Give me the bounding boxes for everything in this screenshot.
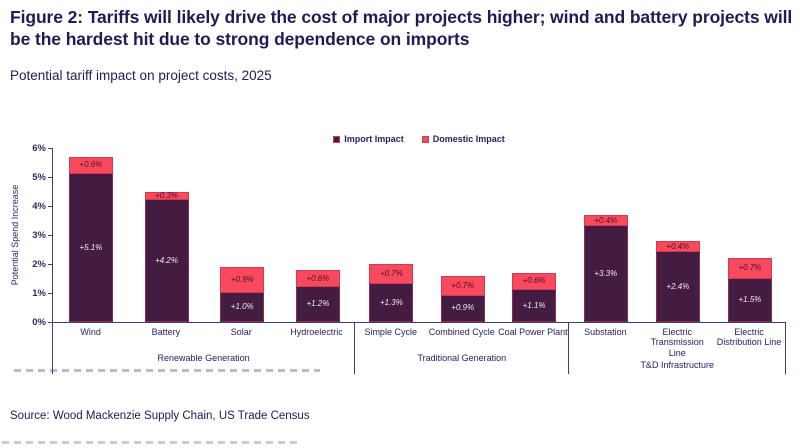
y-tick-label: 6% [32, 143, 46, 154]
y-tick-label: 1% [32, 288, 46, 299]
bar-column: +0.6% +1.1% [498, 148, 569, 322]
stacked-bar: +0.6% +5.1% [68, 156, 113, 322]
import-impact-segment: +1.0% [220, 293, 265, 322]
clipped-ghost-text-line [2, 441, 302, 444]
y-tick-label: 2% [32, 259, 46, 270]
y-tick-mark [48, 177, 52, 178]
bar-column: +0.6% +5.1% [53, 148, 129, 322]
figure-subtitle: Potential tariff impact on project costs… [10, 68, 272, 83]
domestic-impact-segment: +0.9% [220, 266, 265, 293]
stacked-bar: +0.7% +0.9% [440, 275, 485, 322]
category-label: Substation [584, 327, 627, 337]
domestic-impact-segment: +0.6% [512, 272, 557, 291]
stacked-bar: +0.4% +2.4% [655, 240, 700, 322]
import-impact-segment: +1.1% [512, 290, 557, 322]
import-impact-swatch-icon [333, 135, 341, 143]
bar-chart: Import Impact Domestic Impact Potential S… [0, 130, 800, 375]
category-label-row: Substation Electric Transmission Line Elec… [569, 323, 785, 358]
chart-legend: Import Impact Domestic Impact [52, 134, 786, 144]
legend-label: Import Impact [344, 134, 404, 144]
bar-column: +0.7% +1.3% [356, 148, 427, 322]
figure-title: Figure 2: Tariffs will likely drive the … [10, 7, 793, 50]
import-impact-segment: +5.1% [68, 174, 113, 322]
bar-group: +0.4% +3.3% +0.4% +2.4% +0.7% +1.5% [570, 148, 786, 322]
group-label: T&D Infrastructure [640, 360, 714, 371]
domestic-impact-swatch-icon [421, 135, 429, 143]
category-label-row: Simple Cycle Combined Cycle Coal Power Pla… [355, 323, 568, 351]
x-axis-group: Substation Electric Transmission Line Elec… [569, 323, 786, 375]
stacked-bar: +0.3% +4.2% [144, 191, 189, 322]
import-impact-segment: +1.2% [295, 287, 340, 322]
category-label: Simple Cycle [364, 327, 417, 337]
x-axis: Wind Battery Solar Hydroelectric Renewable G… [52, 322, 786, 375]
y-tick-label: 4% [32, 201, 46, 212]
domestic-impact-segment: +0.7% [440, 275, 485, 296]
category-label: Combined Cycle [428, 327, 495, 337]
clipped-ghost-text-line [14, 369, 320, 372]
category-label: Coal Power Plant [498, 327, 568, 337]
y-tick-mark [48, 235, 52, 236]
domestic-impact-segment: +0.6% [68, 156, 113, 175]
y-axis-title: Potential Spend Increase [10, 184, 20, 286]
stacked-bar: +0.7% +1.3% [369, 264, 414, 322]
domestic-impact-segment: +0.4% [583, 214, 628, 227]
import-impact-segment: +3.3% [583, 226, 628, 322]
stacked-bar: +0.4% +3.3% [583, 214, 628, 322]
y-tick-label: 5% [32, 172, 46, 183]
y-tick-mark [48, 206, 52, 207]
category-label: Electric Distribution Line [716, 327, 782, 348]
y-tick-mark [48, 293, 52, 294]
bar-column: +0.3% +4.2% [129, 148, 205, 322]
bar-column: +0.6% +1.2% [280, 148, 356, 322]
bar-column: +0.7% +1.5% [714, 148, 786, 322]
import-impact-segment: +1.5% [727, 278, 772, 322]
plot-area: +0.6% +5.1% +0.3% +4.2% +0.9% +1.0% +0.6% +1.2%… [52, 148, 786, 375]
y-tick-label: 3% [32, 230, 46, 241]
x-axis-group: Wind Battery Solar Hydroelectric Renewable G… [52, 323, 356, 375]
y-tick-mark [48, 148, 52, 149]
import-impact-segment: +0.9% [440, 295, 485, 322]
domestic-impact-segment: +0.6% [295, 269, 340, 288]
domestic-impact-segment: +0.4% [655, 240, 700, 253]
domestic-impact-segment: +0.7% [727, 258, 772, 279]
x-axis-group: Simple Cycle Combined Cycle Coal Power Pla… [355, 323, 570, 375]
category-label: Electric Transmission Line [650, 327, 704, 358]
bar-column: +0.9% +1.0% [204, 148, 280, 322]
group-label: Traditional Generation [417, 353, 507, 363]
legend-label: Domestic Impact [432, 134, 505, 144]
source-note: Source: Wood Mackenzie Supply Chain, US … [10, 410, 310, 422]
import-impact-segment: +2.4% [655, 252, 700, 322]
domestic-impact-segment: +0.7% [369, 264, 414, 285]
bar-group: +0.7% +1.3% +0.7% +0.9% +0.6% +1.1% [356, 148, 570, 322]
y-tick-label: 0% [32, 317, 46, 328]
stacked-bar: +0.9% +1.0% [220, 266, 265, 322]
import-impact-segment: +4.2% [144, 200, 189, 322]
y-tick-mark [48, 322, 52, 323]
bar-column: +0.4% +2.4% [642, 148, 714, 322]
stacked-bar: +0.6% +1.2% [295, 269, 340, 322]
category-label: Hydroelectric [290, 327, 343, 337]
y-tick-mark [48, 264, 52, 265]
legend-item: Domestic Impact [421, 134, 505, 144]
group-label: Renewable Generation [157, 353, 250, 363]
category-label: Solar [230, 327, 252, 337]
domestic-impact-segment: +0.3% [144, 191, 189, 201]
category-label: Battery [151, 327, 181, 337]
bar-group: +0.6% +5.1% +0.3% +4.2% +0.9% +1.0% +0.6% +1.2% [53, 148, 356, 322]
stacked-bar: +0.6% +1.1% [512, 272, 557, 322]
bar-column: +0.4% +3.3% [570, 148, 642, 322]
category-label: Wind [80, 327, 101, 337]
bar-column: +0.7% +0.9% [427, 148, 498, 322]
category-label-row: Wind Battery Solar Hydroelectric [53, 323, 354, 351]
import-impact-segment: +1.3% [369, 284, 414, 322]
legend-item: Import Impact [333, 134, 404, 144]
bars-area: +0.6% +5.1% +0.3% +4.2% +0.9% +1.0% +0.6% +1.2%… [52, 148, 786, 322]
stacked-bar: +0.7% +1.5% [727, 258, 772, 322]
